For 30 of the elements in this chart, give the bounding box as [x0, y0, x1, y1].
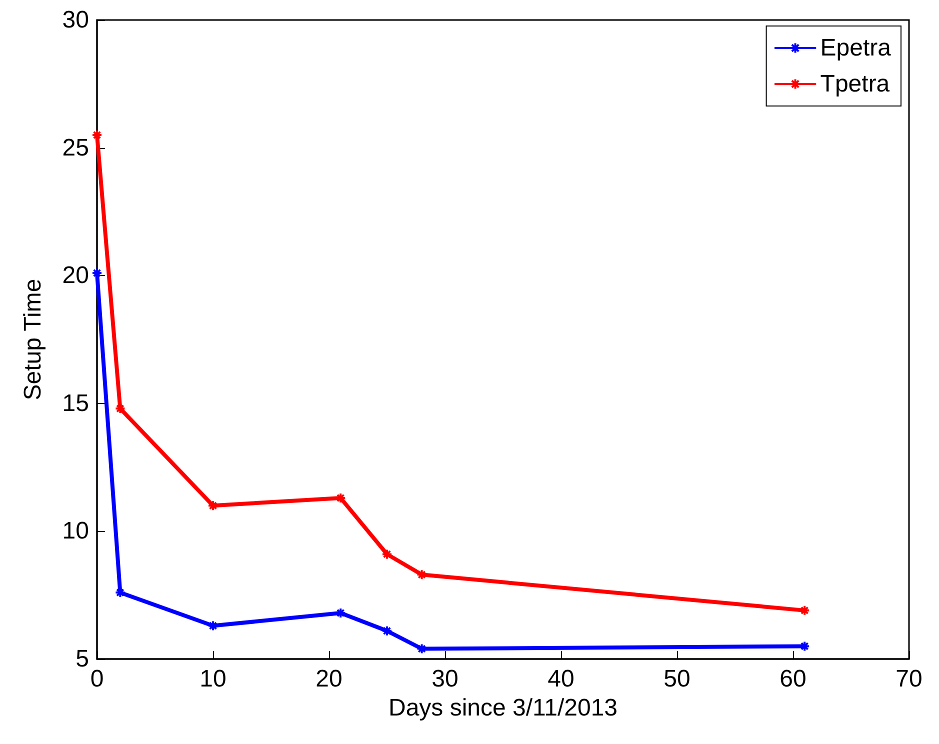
point [799, 604, 810, 616]
x-tick-label: 30 [432, 666, 458, 692]
point [114, 403, 126, 414]
y-axis-title: Setup Time [20, 278, 46, 400]
x-axis-title: Days since 3/11/2013 [388, 694, 618, 722]
point [335, 607, 346, 618]
point [382, 548, 392, 560]
y-tick-label: 10 [62, 518, 89, 545]
point [799, 640, 810, 652]
x-tick-label: 0 [90, 666, 104, 692]
x-tick-label: 50 [664, 666, 690, 692]
point [335, 492, 346, 504]
point [208, 500, 218, 512]
y-tick-label: 30 [62, 6, 89, 34]
x-tick-label: 60 [780, 666, 806, 692]
y-tick-label: 20 [62, 262, 89, 290]
point [416, 643, 428, 654]
point [382, 625, 392, 636]
point [208, 620, 218, 632]
x-tick-label: 10 [200, 666, 226, 692]
legend-label: Tpetra [820, 70, 890, 98]
point [114, 587, 126, 598]
legend-label: Epetra [820, 34, 892, 62]
x-tick-label: 70 [896, 666, 922, 692]
x-tick-label: 40 [548, 666, 574, 692]
y-tick-label: 25 [62, 134, 89, 162]
x-tick-label: 20 [316, 666, 342, 692]
point [416, 569, 428, 580]
y-tick-label: 5 [76, 646, 89, 672]
y-tick-label: 15 [62, 390, 89, 417]
